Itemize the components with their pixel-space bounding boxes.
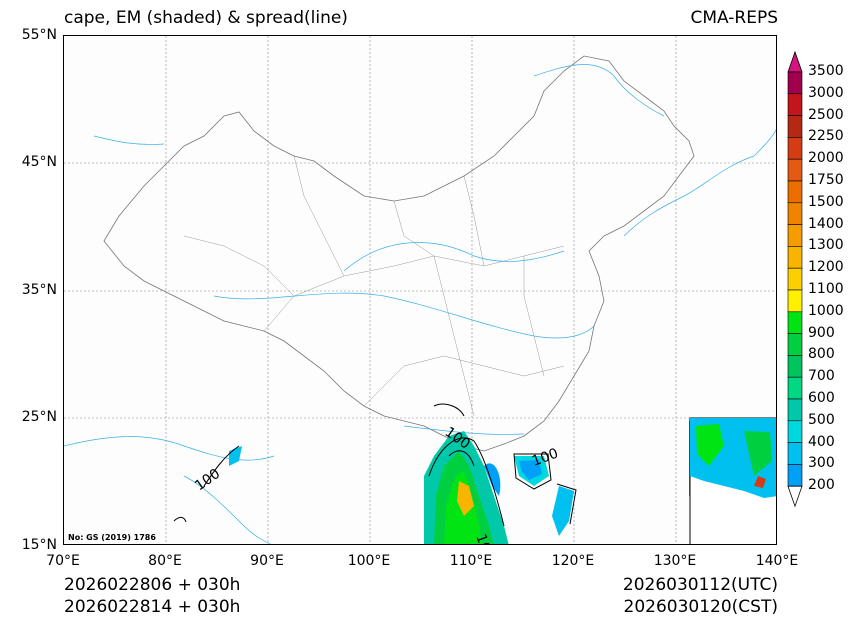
colorbar-tick-label: 1500: [808, 193, 844, 210]
province-boundaries: [183, 155, 565, 417]
colorbar-segment: [787, 224, 803, 247]
contour-label: 100: [192, 466, 223, 494]
colorbar-tick-label: 1000: [808, 302, 844, 319]
lon-label-110e: 110°E: [449, 553, 493, 569]
colorbar-segment: [787, 180, 803, 204]
colorbar-extend-max: [787, 50, 803, 73]
colorbar-tick-label: 2250: [808, 128, 844, 145]
colorbar-segment: [787, 420, 803, 443]
colorbar-tick-label: 400: [808, 433, 835, 450]
colorbar-tick-label: 3500: [808, 63, 844, 79]
lon-label-140e: 140°E: [755, 553, 799, 569]
colorbar-segment: [787, 376, 803, 400]
lat-label-25n: 25°N: [21, 409, 57, 425]
colorbar-segment: [787, 289, 803, 313]
inset-shading-high: [696, 424, 724, 466]
lon-label-130e: 130°E: [653, 553, 697, 569]
colorbar-tick-label: 1750: [808, 172, 844, 188]
init-time-cst: 2026022814 + 030h: [64, 597, 241, 617]
colorbar-tick-label: 3000: [808, 84, 844, 101]
colorbar-segment: [787, 71, 803, 95]
rivers: [64, 64, 776, 544]
spread-contours: [173, 403, 577, 527]
lat-label-45n: 45°N: [21, 154, 57, 170]
colorbar-tick-label: 2500: [808, 106, 844, 123]
lon-label-70e: 70°E: [46, 553, 80, 569]
colorbar-segment: [787, 464, 803, 487]
colorbar-segment: [787, 355, 803, 378]
lon-label-90e: 90°E: [250, 553, 284, 569]
map-canvas: 100 100 100 10: [64, 36, 776, 545]
init-time-utc: 2026022806 + 030h: [64, 575, 241, 595]
inset-shading-peak: [754, 476, 766, 488]
colorbar-segment: [787, 137, 803, 160]
colorbar-tick-label: 1300: [808, 237, 844, 254]
contour-label: 100: [530, 446, 561, 470]
country-outline: [103, 55, 695, 452]
colorbar-segment: [787, 202, 803, 225]
lat-label-55n: 55°N: [21, 27, 57, 43]
colorbar-segment: [787, 398, 803, 422]
colorbar-segment: [787, 333, 803, 356]
colorbar-segments: [787, 50, 803, 508]
colorbar-tick-label: 1200: [808, 259, 844, 276]
inset-shading-mid: [744, 431, 772, 476]
colorbar-tick-label: 700: [808, 368, 835, 385]
colorbar-segment: [787, 115, 803, 138]
colorbar-segment: [787, 442, 803, 465]
colorbar-segment: [787, 311, 803, 334]
colorbar-tick-label: 900: [808, 324, 835, 341]
colorbar: [787, 50, 803, 508]
map-credit: No: GS (2019) 1786: [68, 533, 156, 542]
colorbar-tick-label: 600: [808, 390, 835, 406]
colorbar-tick-label: 300: [808, 455, 835, 472]
colorbar-tick-label: 200: [808, 477, 835, 494]
valid-time-utc: 2026030112(UTC): [622, 575, 778, 595]
colorbar-segment: [787, 246, 803, 269]
lat-label-35n: 35°N: [21, 282, 57, 298]
graticule: [64, 36, 776, 544]
colorbar-segment: [787, 93, 803, 116]
colorbar-tick-label: 1400: [808, 215, 844, 232]
lon-label-120e: 120°E: [551, 553, 595, 569]
chart-title: cape, EM (shaded) & spread(line): [64, 8, 348, 28]
lon-label-80e: 80°E: [148, 553, 182, 569]
contour-label: 10: [472, 532, 493, 545]
lat-label-15n: 15°N: [21, 537, 57, 553]
colorbar-segment: [787, 267, 803, 291]
valid-time-cst: 2026030120(CST): [623, 597, 778, 617]
lon-label-100e: 100°E: [347, 553, 391, 569]
colorbar-tick-label: 500: [808, 411, 835, 428]
contour-labels: 100 100 100 10: [192, 424, 561, 545]
colorbar-tick-label: 800: [808, 346, 835, 363]
colorbar-segment: [787, 158, 803, 182]
map-panel: 100 100 100 10 No: GS (2019) 1786: [63, 35, 777, 545]
colorbar-tick-label: 1100: [808, 281, 844, 297]
colorbar-tick-label: 2000: [808, 150, 844, 167]
model-name: CMA-REPS: [690, 8, 778, 28]
colorbar-extend-min: [787, 485, 803, 508]
